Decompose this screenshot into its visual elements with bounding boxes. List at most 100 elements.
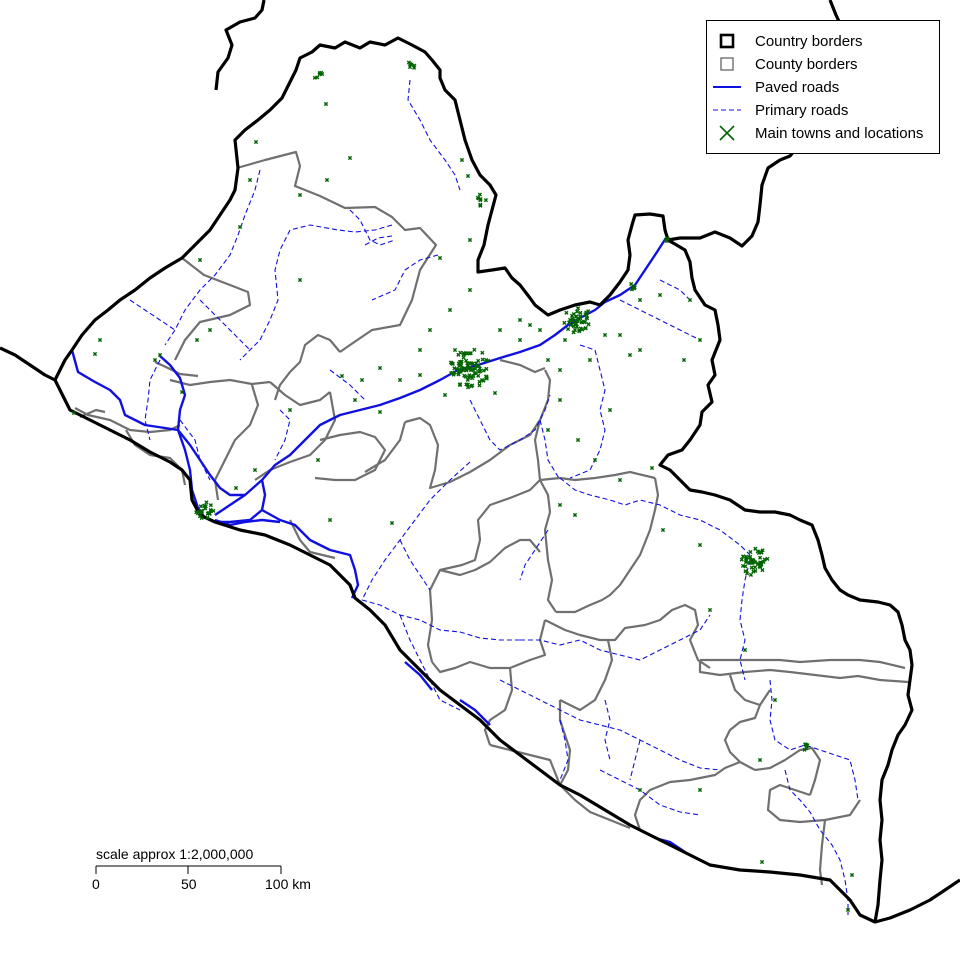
town-marker — [739, 557, 744, 562]
town-marker — [287, 407, 293, 413]
town-marker — [748, 572, 754, 577]
town-marker — [397, 377, 403, 383]
town-marker — [743, 560, 749, 565]
town-marker — [465, 363, 470, 368]
town-marker — [753, 568, 758, 573]
town-marker — [697, 787, 703, 793]
town-marker — [323, 101, 329, 107]
town-marker — [697, 337, 703, 343]
town-marker — [484, 357, 489, 363]
town-marker — [617, 477, 623, 483]
town-marker — [359, 377, 365, 383]
town-marker — [742, 647, 748, 653]
legend-label: Primary roads — [755, 102, 849, 119]
town-marker — [557, 502, 563, 508]
town-marker — [583, 326, 588, 331]
town-marker — [464, 368, 469, 373]
town-marker — [748, 554, 753, 559]
town-marker — [587, 357, 593, 363]
town-marker — [470, 383, 475, 388]
town-marker — [567, 320, 572, 325]
town-marker — [377, 409, 383, 415]
town-marker — [575, 437, 581, 443]
town-marker — [417, 372, 423, 378]
town-marker — [681, 357, 687, 363]
town-marker — [476, 358, 481, 363]
legend-item-paved-roads: Paved roads — [707, 76, 939, 98]
town-marker — [480, 357, 485, 362]
town-marker — [233, 485, 239, 491]
town-marker — [582, 319, 588, 324]
town-marker — [477, 366, 482, 371]
town-marker — [627, 352, 633, 358]
town-marker — [649, 465, 655, 471]
town-marker — [527, 322, 533, 328]
legend-label: Main towns and locations — [755, 125, 924, 142]
scale-tick-label: 100 km — [265, 876, 311, 892]
town-marker — [204, 500, 209, 505]
town-marker — [572, 512, 578, 518]
town-marker — [469, 361, 474, 366]
town-marker — [574, 324, 579, 329]
town-marker — [803, 742, 808, 747]
town-marker — [195, 511, 201, 516]
town-marker — [456, 352, 461, 357]
town-marker — [562, 320, 567, 325]
town-marker — [657, 292, 663, 298]
town-marker — [459, 157, 465, 163]
town-marker — [198, 504, 203, 509]
town-marker — [247, 177, 253, 183]
town-marker — [660, 527, 666, 533]
town-marker — [467, 287, 473, 293]
town-marker — [687, 297, 693, 303]
town-marker — [315, 457, 321, 463]
town-marker — [760, 548, 765, 553]
town-marker — [211, 508, 216, 513]
town-marker — [753, 546, 758, 551]
town-marker — [574, 321, 579, 326]
legend-label: County borders — [755, 56, 858, 73]
solid-line-icon — [713, 86, 741, 88]
scale-title: scale approx 1:2,000,000 — [96, 846, 254, 862]
town-marker — [412, 63, 417, 68]
town-marker — [545, 357, 551, 363]
town-marker — [437, 255, 443, 261]
town-marker — [448, 360, 454, 365]
town-marker — [477, 383, 482, 388]
town-marker — [517, 317, 523, 323]
town-marker — [478, 202, 483, 207]
town-marker — [465, 385, 471, 390]
square-thick-icon — [719, 33, 735, 49]
town-marker — [477, 192, 482, 197]
town-marker — [237, 224, 243, 230]
town-marker — [759, 859, 765, 865]
town-marker — [417, 347, 423, 353]
town-marker — [749, 565, 754, 570]
town-marker — [470, 367, 475, 372]
town-marker — [457, 359, 463, 364]
town-marker — [762, 557, 767, 562]
town-marker — [442, 392, 448, 398]
town-marker — [578, 310, 583, 315]
town-marker — [745, 571, 750, 576]
town-marker — [471, 373, 476, 379]
town-marker — [317, 70, 322, 76]
town-marker — [748, 549, 753, 555]
town-marker — [466, 375, 471, 380]
town-marker — [562, 337, 568, 343]
town-marker — [574, 309, 580, 314]
town-marker — [339, 373, 345, 379]
town-marker — [586, 322, 591, 327]
town-marker — [537, 327, 543, 333]
town-marker — [312, 75, 317, 80]
town-marker — [152, 357, 158, 363]
town-marker — [447, 307, 453, 313]
town-marker — [804, 746, 809, 751]
town-marker — [465, 377, 470, 382]
town-marker — [297, 192, 303, 198]
town-marker — [564, 310, 569, 315]
town-marker — [697, 542, 703, 548]
town-marker — [483, 198, 489, 203]
country-borders — [0, 0, 960, 924]
town-marker — [452, 366, 457, 371]
